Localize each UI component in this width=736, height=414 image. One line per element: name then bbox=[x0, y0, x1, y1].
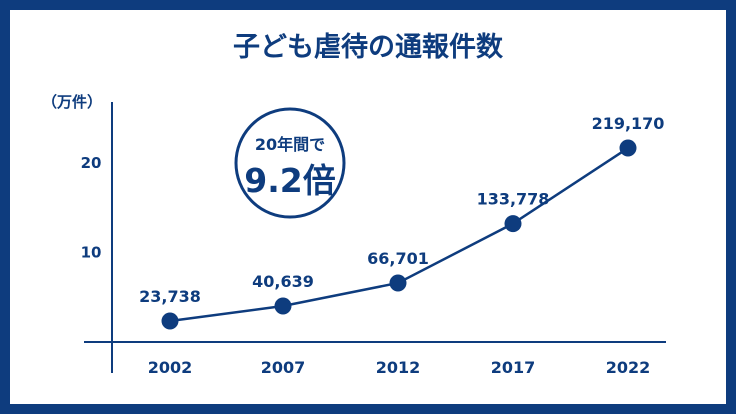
y-axis-unit-label: （万件） bbox=[42, 93, 102, 111]
y-tick-label: 20 bbox=[81, 154, 102, 172]
data-label: 23,738 bbox=[139, 287, 201, 306]
annotation-line1: 20年間で bbox=[255, 135, 325, 154]
x-tick-label: 2002 bbox=[148, 358, 193, 377]
data-label: 40,639 bbox=[252, 272, 314, 291]
data-point bbox=[504, 215, 522, 233]
annotation-line2: 9.2倍 bbox=[244, 161, 335, 200]
chart-title: 子ども虐待の通報件数 bbox=[233, 32, 504, 63]
data-label: 219,170 bbox=[592, 114, 665, 133]
x-tick-label: 2017 bbox=[491, 358, 536, 377]
data-label: 133,778 bbox=[477, 190, 550, 209]
annotation-circle bbox=[234, 107, 346, 219]
data-point bbox=[619, 139, 637, 157]
y-tick-label: 10 bbox=[81, 244, 102, 262]
x-tick-label: 2012 bbox=[376, 358, 421, 377]
data-points bbox=[161, 139, 637, 330]
data-point bbox=[389, 274, 407, 292]
data-labels: 23,738 40,639 66,701 133,778 219,170 bbox=[139, 114, 664, 306]
data-point bbox=[274, 297, 292, 315]
annotation-badge: 20年間で 9.2倍 bbox=[234, 107, 346, 219]
y-axis-ticks: 10 20 bbox=[81, 154, 102, 262]
x-tick-label: 2022 bbox=[606, 358, 651, 377]
data-label: 66,701 bbox=[367, 249, 429, 268]
data-point bbox=[161, 312, 179, 330]
x-tick-label: 2007 bbox=[261, 358, 306, 377]
x-axis-ticks: 2002 2007 2012 2017 2022 bbox=[148, 358, 651, 377]
